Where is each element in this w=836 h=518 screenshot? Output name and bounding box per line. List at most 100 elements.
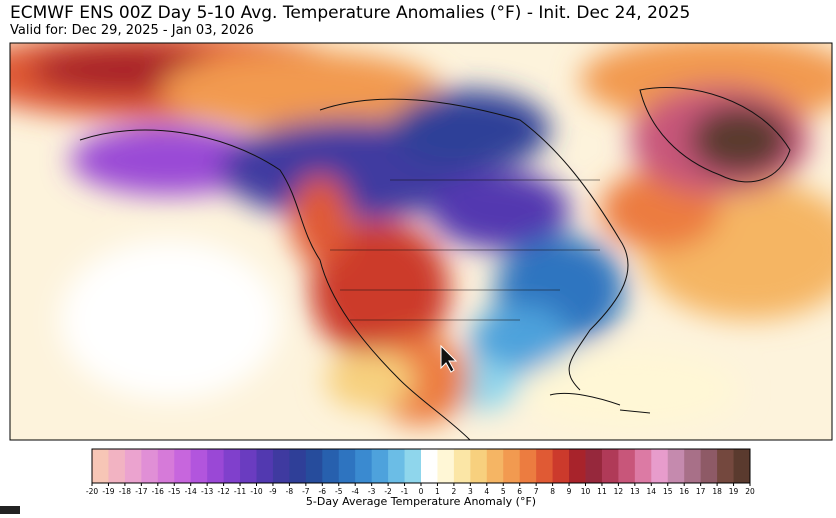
tick-label: -11 — [234, 487, 246, 496]
coastline — [319, 98, 629, 391]
tick-label: -15 — [168, 487, 180, 496]
cold-area — [390, 90, 550, 170]
color-bin — [634, 449, 652, 483]
tick-label: 2 — [452, 487, 457, 496]
anomaly-field — [10, 43, 832, 430]
tick-label: -12 — [217, 487, 229, 496]
color-bin — [585, 449, 603, 483]
color-bin — [733, 449, 751, 483]
colorbar: -20 -19 -18 -17 -16 -15 -14 -13 -12 -11 -10 -9 -8 -7-… — [86, 448, 755, 508]
color-bin — [141, 449, 159, 483]
color-bin — [157, 449, 175, 483]
tick-label: -5 — [335, 487, 343, 496]
tick-label: 6 — [517, 487, 522, 496]
tick-label: 1 — [435, 487, 440, 496]
color-bin — [124, 449, 142, 483]
color-bin — [207, 449, 225, 483]
tick-label: -2 — [384, 487, 392, 496]
tick-label: 4 — [484, 487, 489, 496]
tick-label: 9 — [567, 487, 572, 496]
tick-label: -8 — [286, 487, 294, 496]
tick-label: 5 — [501, 487, 506, 496]
map-frame — [9, 42, 833, 441]
warm-area — [160, 50, 440, 130]
color-bin — [569, 449, 586, 483]
color-bin — [684, 449, 702, 483]
tick-label: -4 — [351, 487, 359, 496]
color-bin — [289, 449, 307, 483]
tick-label: 17 — [696, 487, 706, 496]
color-bin — [190, 449, 208, 483]
tick-label: 8 — [550, 487, 555, 496]
color-bin — [240, 449, 257, 483]
color-bin — [256, 449, 274, 483]
color-bin — [404, 449, 422, 483]
subtitle: Valid for: Dec 29, 2025 - Jan 03, 2026 — [10, 23, 254, 38]
color-bin — [503, 449, 521, 483]
tick-label: 0 — [419, 487, 424, 496]
color-bin — [92, 449, 109, 483]
tick-label: -18 — [119, 487, 131, 496]
warm-area — [690, 105, 790, 175]
window-edge — [0, 506, 20, 514]
color-bin — [470, 449, 488, 483]
warm-area — [325, 350, 415, 410]
tick-label: 7 — [534, 487, 539, 496]
tick-label: -13 — [201, 487, 213, 496]
color-bin — [223, 449, 241, 483]
tick-label: -14 — [185, 487, 197, 496]
coastlines — [79, 87, 791, 440]
cold-area — [430, 170, 570, 250]
color-bin — [322, 449, 340, 483]
color-bin — [486, 449, 504, 483]
color-bin — [437, 449, 455, 483]
border — [330, 179, 600, 321]
tick-label: 11 — [597, 487, 607, 496]
cursor — [440, 344, 458, 373]
cold-area — [70, 125, 270, 195]
color-bin — [667, 449, 685, 483]
tick-label: -3 — [368, 487, 376, 496]
tick-label: -6 — [319, 487, 327, 496]
title: ECMWF ENS 00Z Day 5-10 Avg. Temperature … — [10, 3, 690, 23]
tick-label: -7 — [302, 487, 310, 496]
color-bin — [108, 449, 126, 483]
color-bin — [519, 449, 537, 483]
color-bin — [651, 449, 669, 483]
color-bin — [305, 449, 323, 483]
tick-label: 16 — [679, 487, 689, 496]
tick-label: -9 — [269, 487, 277, 496]
cold-area — [470, 305, 570, 375]
tick-label: 18 — [712, 487, 722, 496]
color-bin — [272, 449, 290, 483]
tick-label: -1 — [401, 487, 409, 496]
tick-label: -17 — [135, 487, 147, 496]
colorbar-label: 5-Day Average Temperature Anomaly (°F) — [306, 495, 536, 508]
tick-label: 14 — [647, 487, 657, 496]
color-bin — [174, 449, 192, 483]
coastline — [79, 129, 471, 440]
map — [10, 43, 832, 440]
neutral-area — [520, 350, 740, 430]
color-bin — [536, 449, 554, 483]
color-bin — [371, 449, 389, 483]
color-bin — [552, 449, 570, 483]
color-bin — [601, 449, 619, 483]
neutral-area — [60, 240, 280, 400]
color-bin — [618, 449, 636, 483]
warm-area — [290, 175, 350, 265]
coastline — [639, 87, 791, 183]
color-bin — [355, 449, 373, 483]
color-bin — [338, 449, 356, 483]
tick-label: 20 — [745, 487, 755, 496]
color-bin — [453, 449, 471, 483]
color-bin — [421, 449, 438, 483]
tick-label: 19 — [729, 487, 739, 496]
tick-label: -10 — [250, 487, 262, 496]
color-bin — [388, 449, 406, 483]
tick-label: -19 — [102, 487, 114, 496]
tick-label: -16 — [152, 487, 164, 496]
tick-label: 10 — [581, 487, 591, 496]
